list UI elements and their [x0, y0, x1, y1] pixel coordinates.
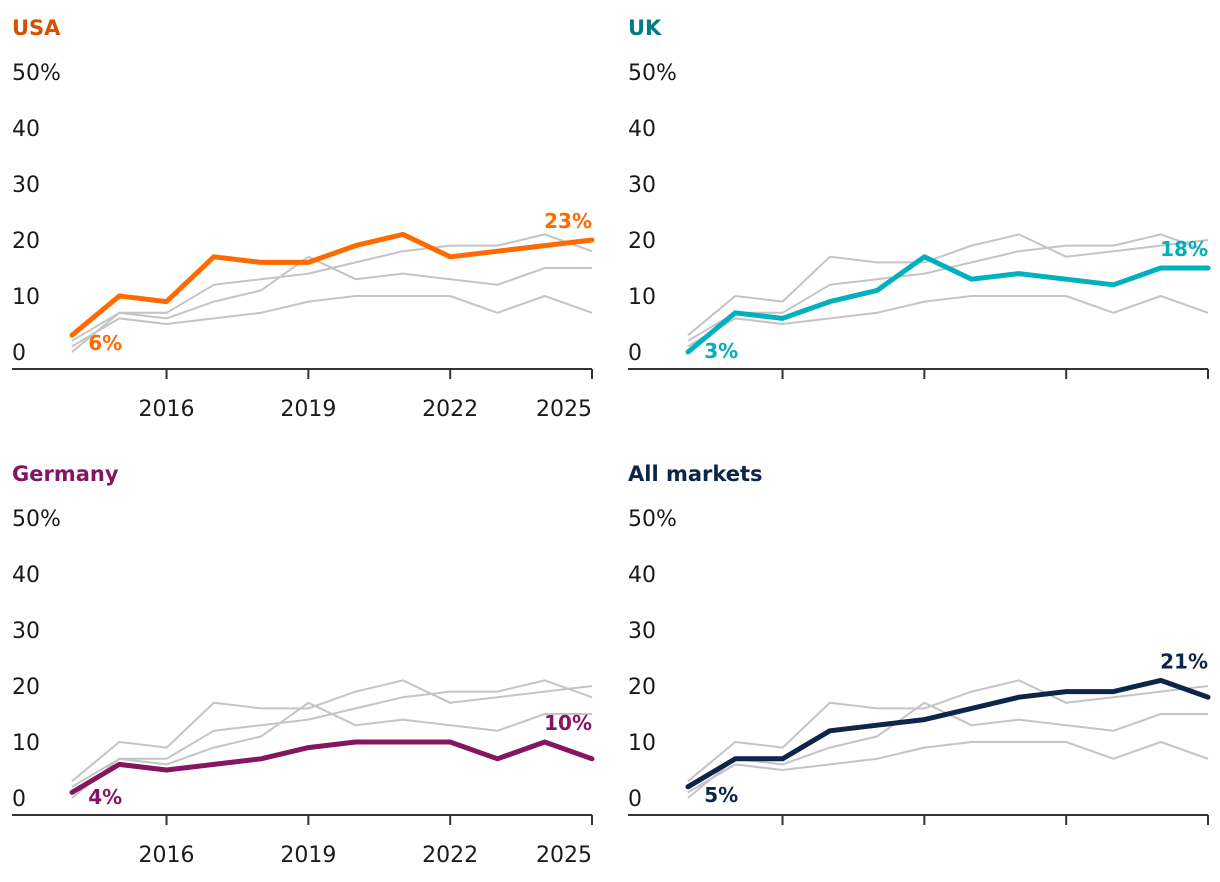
- end-value-label: 21%: [1160, 649, 1208, 673]
- background-line-uk: [71, 255, 592, 353]
- y-tick-label: 0: [628, 341, 642, 366]
- y-tick-label: 20: [12, 229, 40, 254]
- x-tick-label: 2025: [536, 397, 592, 422]
- end-value-label: 18%: [1160, 237, 1208, 261]
- background-line-germany: [687, 741, 1209, 794]
- y-tick-label: 0: [12, 341, 26, 366]
- x-tick-label: 2019: [280, 843, 336, 868]
- series-line-usa: [69, 231, 595, 338]
- y-tick-label: 20: [12, 675, 40, 700]
- series-line-germany: [69, 739, 595, 795]
- y-tick-label: 40: [628, 563, 656, 588]
- x-tick-label: 2016: [139, 843, 195, 868]
- y-tick-label: 50%: [628, 507, 677, 532]
- series-line-uk: [685, 254, 1211, 355]
- series-line-all-markets: [685, 677, 1211, 790]
- y-tick-label: 30: [12, 173, 40, 198]
- x-tick-label: 2016: [139, 397, 195, 422]
- panel-title: UK: [628, 16, 662, 40]
- panel-all-markets: All markets 0 10 20 30 40 50% 5% 21%: [628, 462, 1211, 825]
- panel-title: USA: [12, 16, 61, 40]
- start-value-label: 5%: [704, 783, 738, 807]
- y-tick-label: 40: [12, 563, 40, 588]
- y-tick-label: 0: [12, 787, 26, 812]
- y-tick-label: 30: [12, 619, 40, 644]
- y-tick-label: 20: [628, 675, 656, 700]
- panel-germany: Germany 0 10 20 30 40 50% 2016 2019 2022 2025 4% 10%: [12, 462, 595, 868]
- start-value-label: 6%: [88, 331, 122, 355]
- background-line-usa: [687, 233, 1209, 336]
- background-line-germany: [71, 295, 593, 348]
- y-tick-label: 20: [628, 229, 656, 254]
- y-tick-label: 40: [12, 117, 40, 142]
- y-tick-label: 50%: [12, 507, 61, 532]
- y-tick-label: 30: [628, 173, 656, 198]
- y-tick-label: 10: [12, 731, 40, 756]
- y-tick-label: 50%: [628, 61, 677, 86]
- start-value-label: 3%: [704, 339, 738, 363]
- background-line-uk: [687, 701, 1208, 799]
- x-tick-label: 2025: [536, 843, 592, 868]
- x-tick-label: 2022: [422, 397, 478, 422]
- background-line-usa: [71, 679, 593, 782]
- y-tick-label: 10: [628, 731, 656, 756]
- y-tick-label: 0: [628, 787, 642, 812]
- background-line-germany: [687, 295, 1209, 348]
- background-line-all-markets: [687, 233, 1209, 342]
- y-tick-label: 10: [12, 285, 40, 310]
- panel-title: Germany: [12, 462, 119, 486]
- end-value-label: 10%: [544, 711, 592, 735]
- panel-uk: UK 0 10 20 30 40 50% 3% 18%: [628, 16, 1211, 379]
- y-tick-label: 50%: [12, 61, 61, 86]
- end-value-label: 23%: [544, 209, 592, 233]
- y-tick-label: 10: [628, 285, 656, 310]
- panel-title: All markets: [628, 462, 763, 486]
- background-line-usa: [687, 679, 1209, 782]
- y-tick-label: 40: [628, 117, 656, 142]
- start-value-label: 4%: [88, 785, 122, 809]
- background-line-all-markets: [71, 233, 593, 342]
- y-tick-label: 30: [628, 619, 656, 644]
- x-tick-label: 2019: [280, 397, 336, 422]
- x-tick-label: 2022: [422, 843, 478, 868]
- background-line-all-markets: [71, 679, 593, 788]
- panel-usa: USA 0 10 20 30 40 50% 2016 2019 2022 2025 6% 23%: [12, 16, 595, 422]
